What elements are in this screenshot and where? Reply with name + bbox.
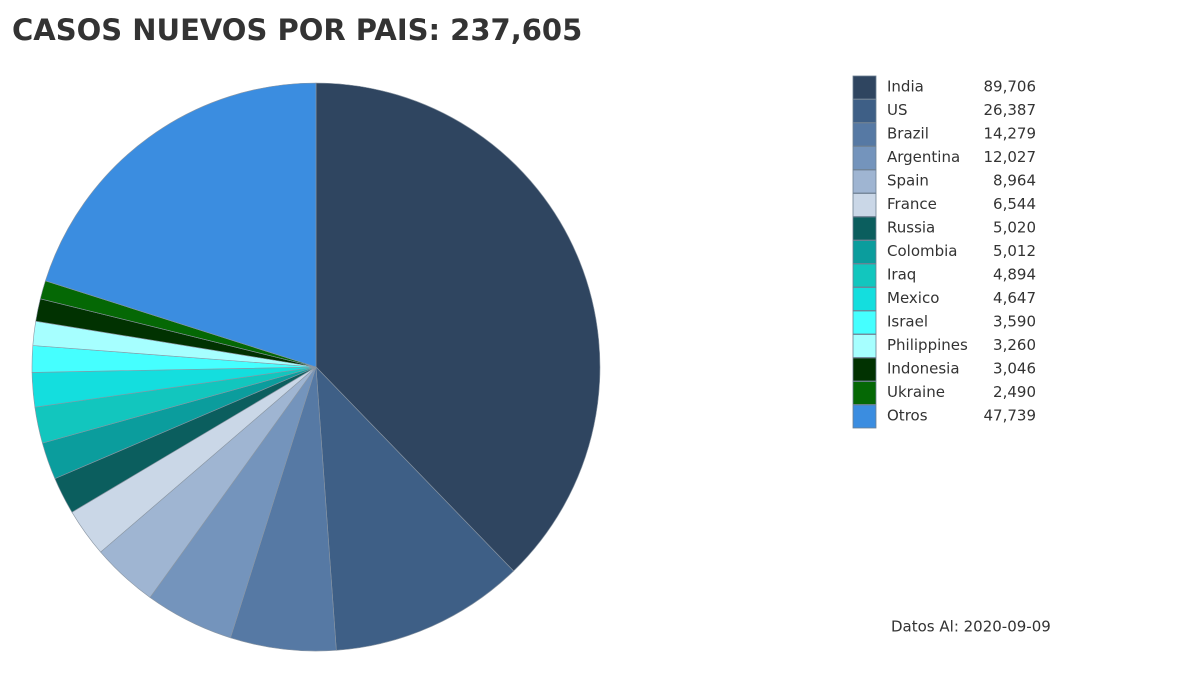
legend-swatch — [852, 99, 877, 123]
legend-value: 26,387 — [984, 101, 1037, 119]
legend-label: Colombia — [887, 242, 958, 260]
legend-label: Iraq — [887, 266, 916, 284]
legend-swatch — [852, 381, 877, 405]
legend-label: India — [887, 78, 924, 96]
legend-value: 2,490 — [993, 383, 1036, 401]
legend-value: 3,590 — [993, 313, 1036, 331]
legend-label: Indonesia — [887, 360, 960, 378]
legend-value: 3,260 — [993, 336, 1036, 354]
legend-swatch — [852, 146, 877, 170]
legend-label: France — [887, 195, 937, 213]
legend-value: 14,279 — [984, 125, 1037, 143]
legend-label: Philippines — [887, 336, 968, 354]
legend-value: 47,739 — [984, 407, 1037, 425]
legend-label: Ukraine — [887, 383, 945, 401]
pie-slice — [315, 82, 601, 572]
legend-label: Israel — [887, 313, 928, 331]
legend-label: Brazil — [887, 125, 929, 143]
footnote: Datos Al: 2020-09-09 — [891, 618, 1051, 636]
legend-value: 12,027 — [984, 148, 1037, 166]
legend-value: 5,020 — [993, 219, 1036, 237]
legend-swatch — [852, 122, 877, 147]
pie-slice — [45, 82, 317, 368]
legend-swatch — [852, 357, 877, 382]
legend-swatch — [852, 240, 877, 264]
legend-label: Mexico — [887, 289, 939, 307]
legend-label: Russia — [887, 219, 935, 237]
legend-swatch — [852, 263, 877, 288]
chart-title: CASOS NUEVOS POR PAIS: 237,605 — [12, 13, 582, 47]
legend-value: 89,706 — [984, 78, 1037, 96]
legend-label: Spain — [887, 172, 929, 190]
legend-value: 3,046 — [993, 360, 1036, 378]
legend-value: 8,964 — [993, 172, 1036, 190]
legend-value: 6,544 — [993, 195, 1036, 213]
pie-slice — [315, 366, 515, 651]
legend-swatch — [852, 404, 877, 429]
legend-swatch — [852, 334, 877, 358]
legend-value: 5,012 — [993, 242, 1036, 260]
legend-value: 4,647 — [993, 289, 1036, 307]
legend-value: 4,894 — [993, 266, 1036, 284]
legend-swatch — [852, 216, 877, 241]
legend-label: US — [887, 101, 908, 119]
legend-swatch — [852, 75, 877, 100]
legend-swatch — [852, 287, 877, 311]
legend-label: Argentina — [887, 148, 960, 166]
legend-swatch — [852, 193, 877, 217]
legend-label: Otros — [887, 407, 928, 425]
legend-swatch — [852, 169, 877, 194]
legend-swatch — [852, 310, 877, 335]
